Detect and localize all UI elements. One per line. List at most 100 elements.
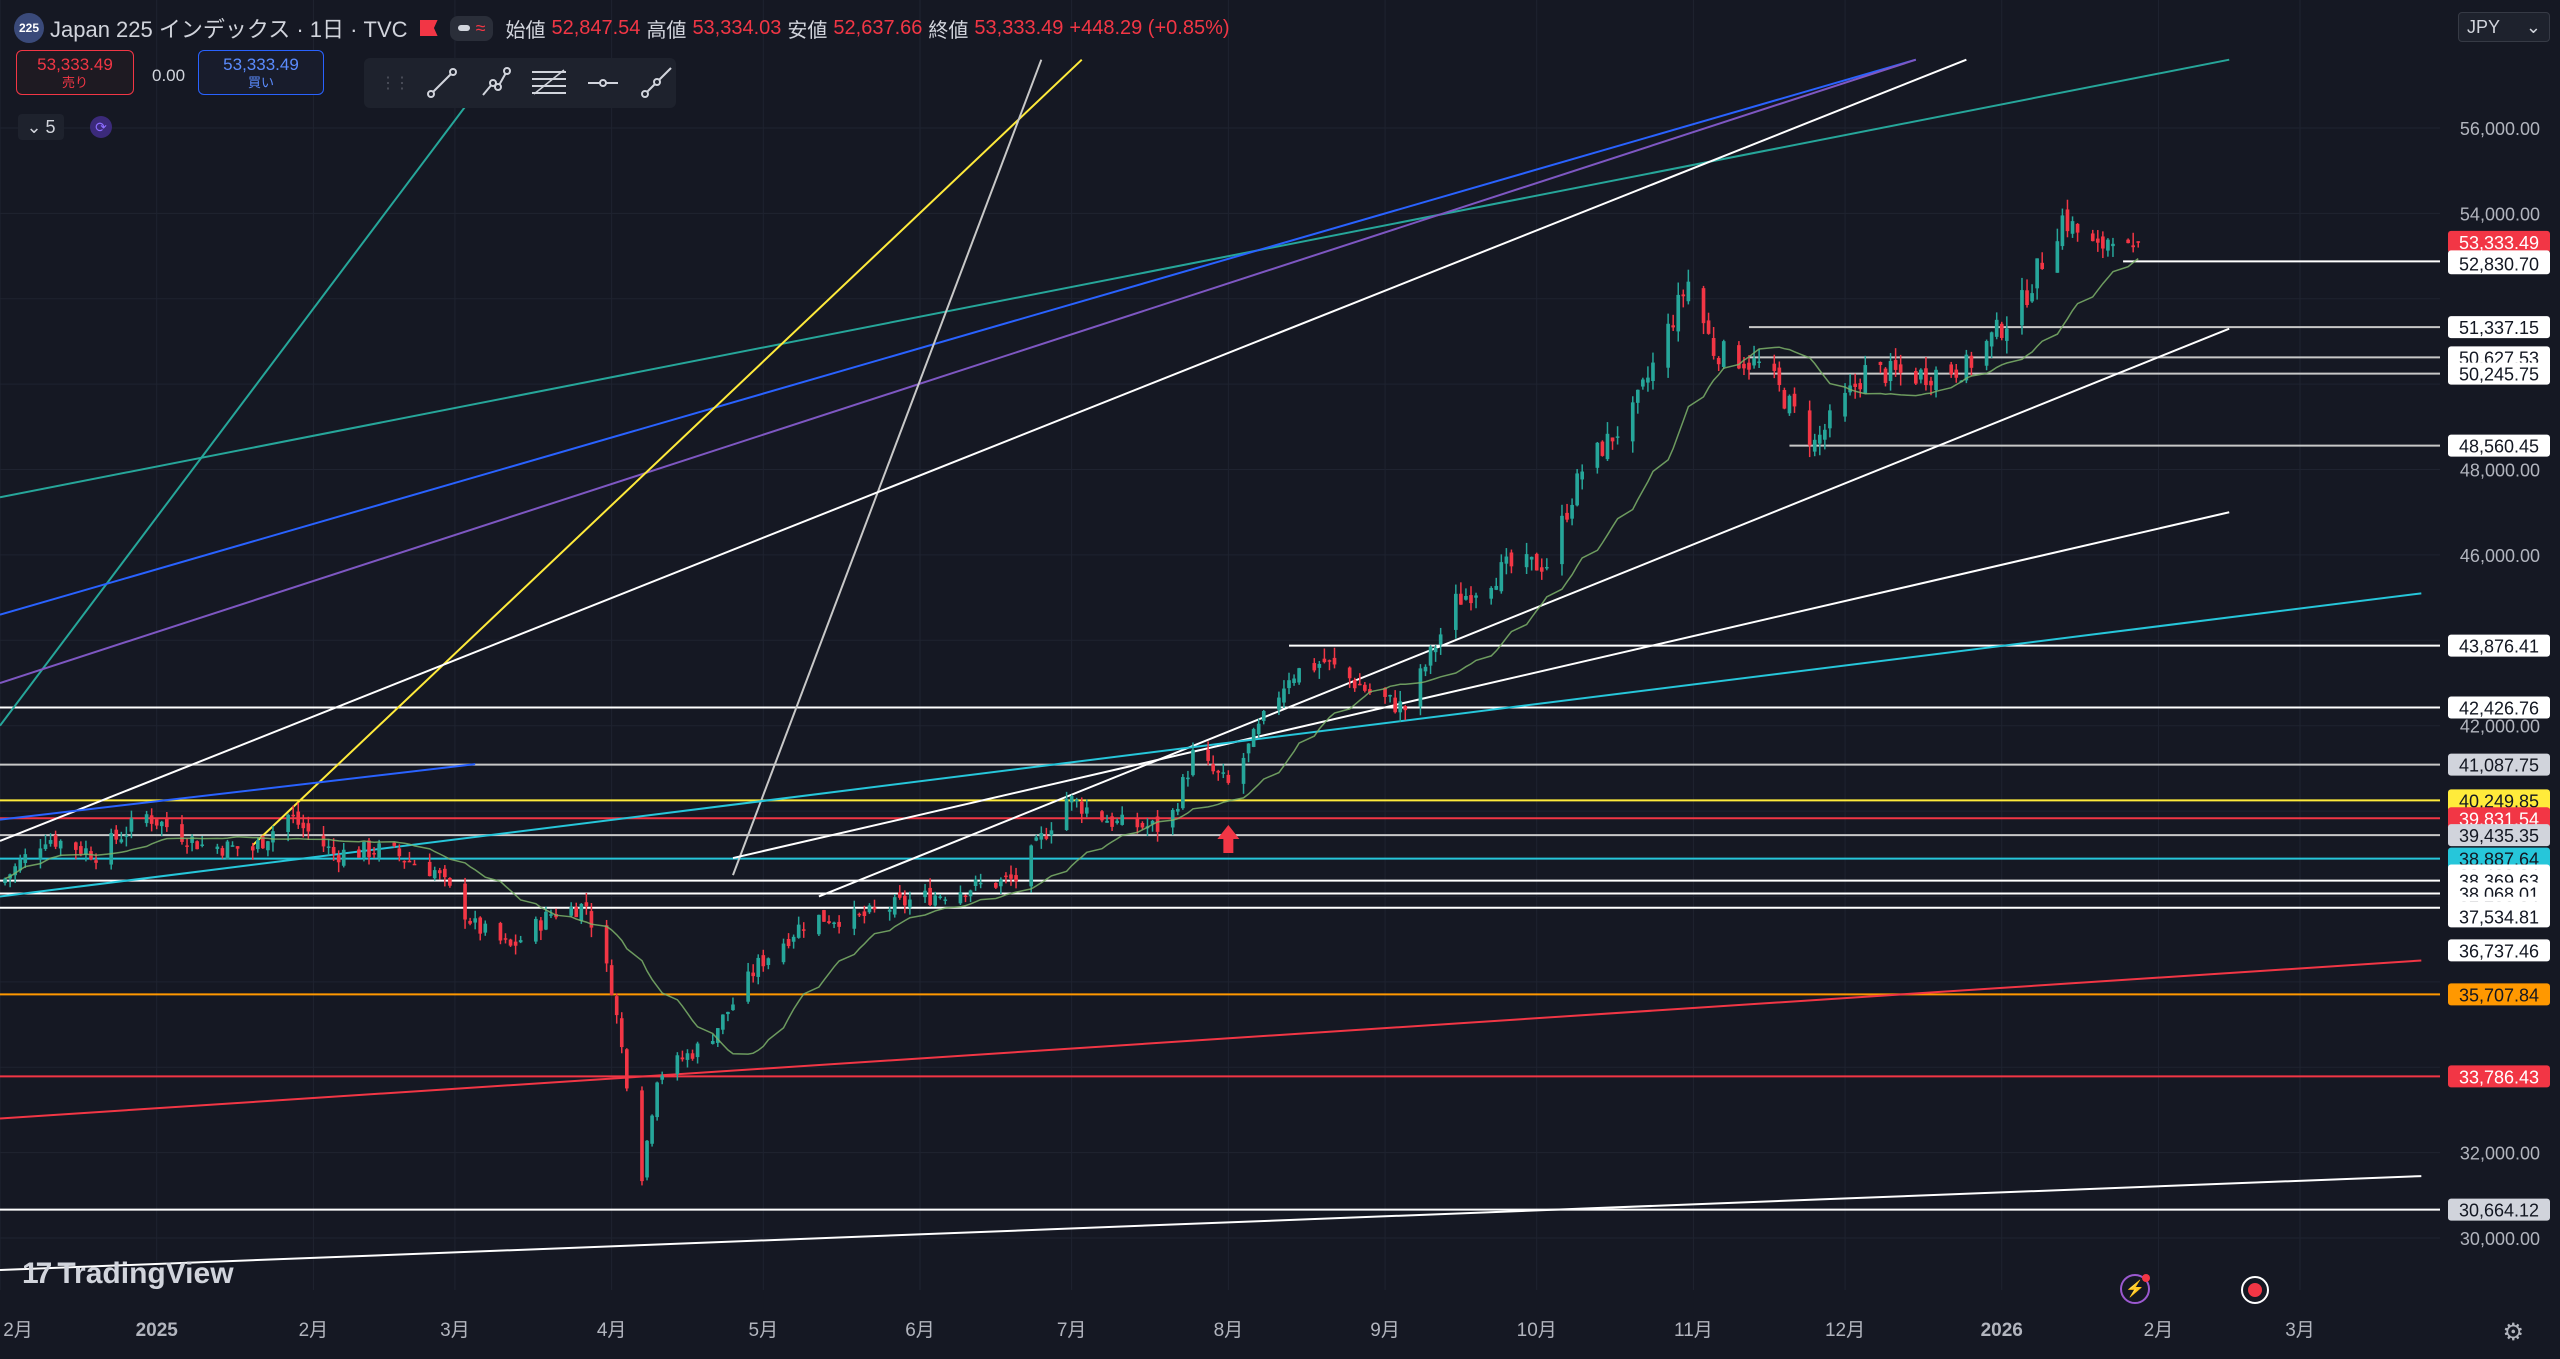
candle-body	[999, 879, 1003, 887]
candle-body	[13, 866, 17, 876]
ray-icon[interactable]	[636, 66, 676, 100]
x-tick-label: 5月	[749, 1320, 779, 1341]
candle-body	[574, 907, 579, 918]
candle-body	[1600, 441, 1605, 456]
candle-body	[1034, 837, 1039, 841]
candle-body	[341, 849, 346, 866]
candle-body	[1261, 710, 1266, 721]
low-value: 52,637.66	[833, 16, 923, 39]
tradingview-logo[interactable]: 17 TradingView	[22, 1257, 234, 1291]
grip-icon[interactable]: ⋮⋮	[380, 75, 410, 92]
candle-body	[473, 918, 477, 923]
candle-body	[48, 840, 53, 844]
currency-select[interactable]: JPY ⌄	[2458, 12, 2550, 42]
candle-body	[862, 911, 867, 917]
candle-body	[326, 846, 331, 848]
horizontal-line-icon[interactable]	[583, 66, 623, 100]
candle-body	[1863, 365, 1868, 394]
candle-body	[1474, 595, 1478, 598]
indicator-toggle[interactable]: ⌄ 5	[18, 114, 64, 140]
candle-body	[933, 895, 937, 906]
x-tick-label: 4月	[597, 1320, 627, 1341]
candle-body	[1721, 341, 1726, 367]
candle-body	[534, 918, 538, 942]
candle-body	[230, 845, 235, 847]
candle-body	[569, 906, 574, 916]
flag-icon[interactable]	[419, 20, 438, 36]
candle-body	[129, 818, 134, 832]
candle-body	[756, 957, 761, 977]
price-label: 37,534.81	[2459, 907, 2539, 927]
chart-header: 225 Japan 225 インデックス · 1日 · TVC ≈ 始値 52,8…	[14, 12, 1230, 44]
sell-button[interactable]: 53,333.49 売り	[16, 50, 134, 95]
close-value: 53,333.49	[974, 16, 1064, 39]
price-label-box	[2448, 434, 2550, 457]
candle-body	[1984, 341, 1989, 366]
multi-point-icon[interactable]	[476, 66, 516, 100]
candle-body	[1641, 379, 1645, 387]
candle-body	[1666, 323, 1670, 368]
candle-body	[1560, 515, 1564, 565]
candle-body	[1135, 818, 1140, 828]
candle-body	[1110, 816, 1114, 827]
candle-body	[604, 925, 609, 964]
buy-button[interactable]: 53,333.49 買い	[198, 50, 324, 95]
price-label: 53,333.49	[2459, 233, 2539, 253]
chevron-down-icon: ⌄	[2525, 16, 2541, 37]
candle-body	[2070, 221, 2075, 234]
candle-body	[731, 1004, 735, 1011]
price-label-box	[2448, 824, 2550, 847]
symbol-title[interactable]: Japan 225 インデックス · 1日 · TVC	[50, 17, 408, 42]
candle-body	[786, 939, 791, 947]
candle-body	[2095, 238, 2100, 243]
candle-body	[448, 877, 452, 886]
candle-body	[1464, 595, 1468, 600]
record-icon[interactable]	[2241, 1276, 2269, 1304]
candle-body	[721, 1014, 725, 1030]
fib-lines-icon[interactable]	[529, 66, 569, 100]
trend-line	[0, 959, 2422, 1120]
candle-body	[190, 836, 194, 843]
candle-body	[963, 895, 968, 898]
candle-body	[1934, 369, 1938, 391]
candle-body	[1221, 772, 1226, 774]
sync-icon[interactable]: ⟳	[90, 116, 112, 138]
candle-body	[680, 1057, 685, 1060]
gear-icon[interactable]: ⚙	[2502, 1319, 2524, 1346]
candle-body	[1368, 689, 1372, 693]
open-value: 52,847.54	[551, 16, 641, 39]
candle-body	[1823, 429, 1827, 440]
candle-body	[655, 1082, 659, 1118]
candle-body	[766, 958, 771, 966]
candle-body	[726, 1011, 730, 1015]
candle-body	[923, 890, 927, 898]
watermark-text: TradingView	[57, 1257, 234, 1290]
candle-body	[660, 1075, 665, 1080]
candle-body	[1469, 595, 1473, 604]
candle-body	[1029, 845, 1034, 887]
bolt-icon[interactable]: ⚡	[2120, 1274, 2150, 1304]
close-label: 終値	[928, 19, 969, 42]
candle-body	[286, 814, 290, 833]
candle-body	[973, 879, 978, 886]
indicator-pill[interactable]: ≈	[449, 15, 494, 41]
moving-average-line	[4, 258, 2139, 1055]
candle-body	[372, 853, 376, 855]
candle-body	[2040, 262, 2045, 269]
high-label: 高値	[646, 19, 687, 42]
candle-body	[1039, 833, 1044, 840]
candle-body	[109, 833, 114, 865]
candle-body	[1706, 320, 1711, 334]
candle-body	[1919, 369, 1923, 380]
candle-body	[427, 861, 432, 877]
candle-body	[1100, 811, 1104, 821]
candle-body	[463, 883, 467, 920]
candle-body	[58, 840, 63, 849]
candle-body	[1878, 362, 1883, 366]
trend-line-icon[interactable]	[422, 66, 462, 100]
candle-body	[837, 921, 841, 927]
candle-body	[518, 940, 523, 943]
candle-body	[164, 817, 169, 828]
candle-body	[1570, 504, 1574, 519]
